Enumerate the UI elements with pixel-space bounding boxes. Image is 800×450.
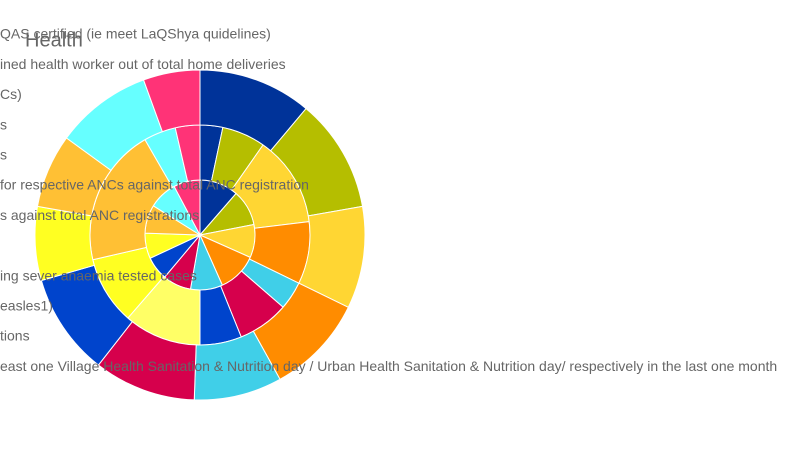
legend-label: easles1) [0,298,53,314]
legend-label: east one Village Health Sanitation & Nut… [0,358,777,374]
legend-label: s [0,147,7,163]
legend-label: QAS certified (ie meet LaQShya quideline… [0,26,271,42]
chart-title: Health [25,29,83,51]
rings [34,69,366,401]
legend: QAS certified (ie meet LaQShya quideline… [0,26,777,374]
legend-label: for respective ANCs against total ANC re… [0,177,309,193]
legend-label: s against total ANC registrations [0,207,199,223]
legend-label: ing sever anaemia tested cases [0,267,197,283]
ring-slice [142,69,201,133]
legend-label: ined health worker out of total home del… [0,56,286,72]
legend-label: Cs) [0,86,22,102]
legend-label: s [0,116,7,132]
legend-label: tions [0,328,30,344]
